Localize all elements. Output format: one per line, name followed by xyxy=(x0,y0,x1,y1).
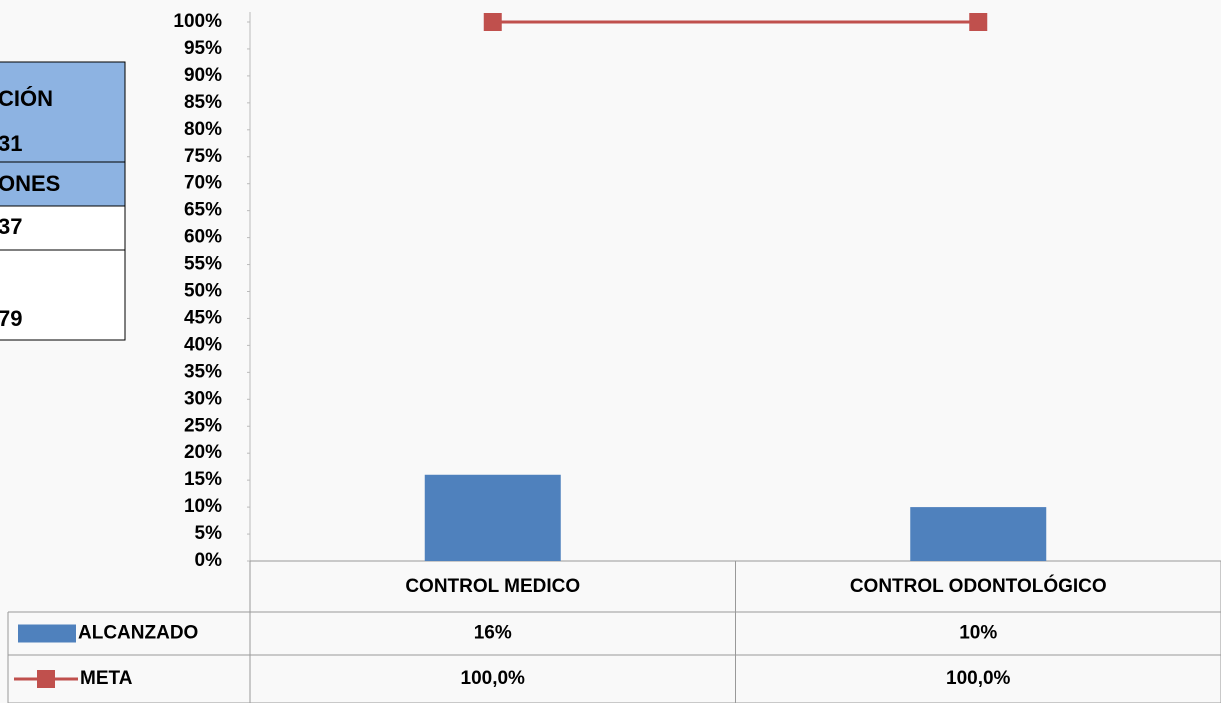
bar xyxy=(425,475,561,561)
chart: CIÓN 31 ONES 37 79 0% 5% 10% 15% 20% 25% 30% 35… xyxy=(0,0,1221,703)
data-label: 10% xyxy=(959,623,997,644)
side-text: 37 xyxy=(0,214,22,239)
side-table: CIÓN 31 ONES 37 79 xyxy=(0,62,125,340)
x-tick-label: CONTROL ODONTOLÓGICO xyxy=(850,575,1107,597)
marker xyxy=(969,13,987,31)
y-tick-label: 55% xyxy=(184,254,222,275)
y-tick-label: 50% xyxy=(184,281,222,302)
data-label: 16% xyxy=(474,623,512,644)
y-tick-label: 95% xyxy=(184,38,222,59)
data-label: 100,0% xyxy=(461,668,526,689)
y-tick-label: 75% xyxy=(184,146,222,167)
y-tick-label: 40% xyxy=(184,334,222,355)
y-tick-label: 85% xyxy=(184,92,222,113)
side-text: ONES xyxy=(0,171,60,196)
y-tick-label: 0% xyxy=(195,550,223,571)
legend-swatch xyxy=(18,625,76,643)
legend-label: META xyxy=(80,668,133,689)
y-tick-label: 5% xyxy=(195,523,223,544)
y-tick-label: 60% xyxy=(184,227,222,248)
y-tick-label: 45% xyxy=(184,307,222,328)
marker xyxy=(484,13,502,31)
y-tick-label: 25% xyxy=(184,415,222,436)
y-tick-label: 35% xyxy=(184,361,222,382)
y-tick-label: 90% xyxy=(184,65,222,86)
y-tick-label: 70% xyxy=(184,173,222,194)
side-text: 79 xyxy=(0,306,22,331)
side-text: 31 xyxy=(0,131,22,156)
y-tick-label: 80% xyxy=(184,119,222,140)
y-tick-label: 10% xyxy=(184,496,222,517)
y-tick-label: 100% xyxy=(173,11,222,32)
y-tick-label: 15% xyxy=(184,469,222,490)
y-tick-label: 20% xyxy=(184,442,222,463)
y-tick-label: 30% xyxy=(184,388,222,409)
legend-label: ALCANZADO xyxy=(78,623,198,644)
legend-swatch xyxy=(37,670,55,688)
page: CIÓN 31 ONES 37 79 0% 5% 10% 15% 20% 25% 30% 35… xyxy=(0,0,1221,703)
data-label: 100,0% xyxy=(946,668,1011,689)
y-tick-label: 65% xyxy=(184,200,222,221)
side-text: CIÓN xyxy=(0,86,53,111)
x-tick-label: CONTROL MEDICO xyxy=(405,576,580,597)
bar xyxy=(910,507,1046,561)
